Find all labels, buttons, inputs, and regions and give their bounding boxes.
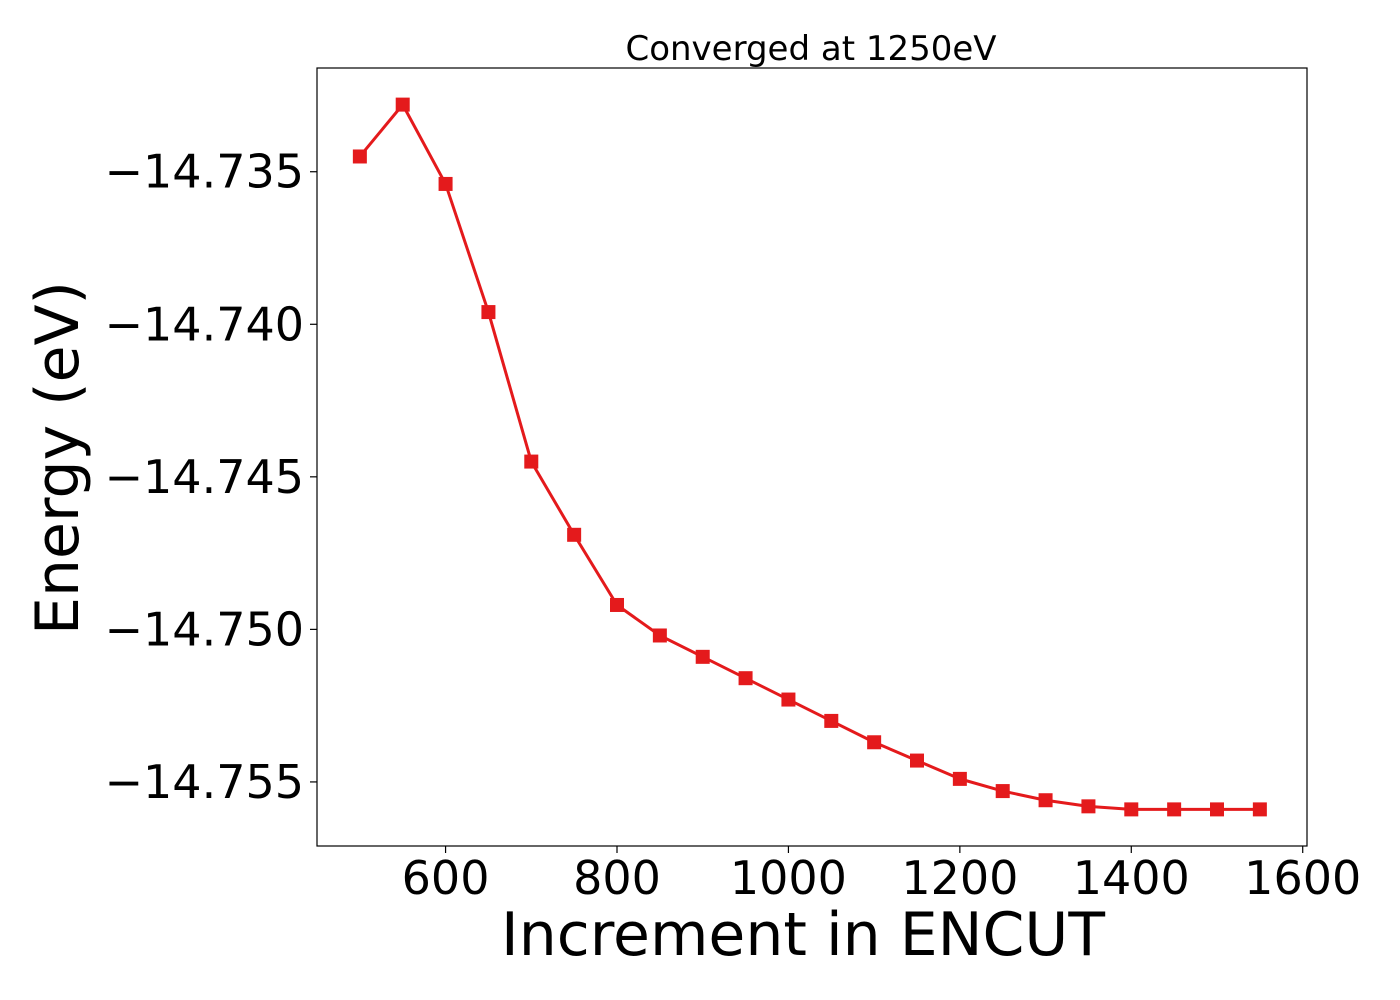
data-point-marker: [1081, 799, 1096, 814]
y-tick-label: −14.750: [105, 602, 305, 656]
x-axis-ticks: 600 800 1000 1200 1400 1600: [402, 846, 1361, 905]
data-point-marker: [952, 771, 967, 786]
data-point-marker: [352, 149, 367, 164]
data-point-marker: [824, 713, 839, 728]
data-point-marker: [1124, 802, 1139, 817]
data-point-marker: [1252, 802, 1267, 817]
x-tick-label: 1400: [1073, 851, 1190, 905]
data-point-marker: [1167, 802, 1182, 817]
x-tick-label: 800: [573, 851, 661, 905]
data-point-marker: [395, 97, 410, 112]
y-tick-label: −14.745: [105, 450, 305, 504]
plot-frame: [316, 67, 1308, 847]
data-point-marker: [1210, 802, 1224, 817]
y-axis-label: Energy (eV): [23, 281, 93, 635]
data-point-marker: [995, 784, 1010, 799]
data-point-marker: [438, 176, 453, 191]
y-tick-label: −14.755: [105, 755, 305, 809]
data-point-marker: [567, 527, 582, 542]
data-point-marker: [910, 753, 924, 768]
x-tick-label: 600: [402, 851, 490, 905]
data-point-marker: [738, 671, 753, 686]
plot-marks: [352, 97, 1267, 817]
x-tick-label: 1600: [1244, 851, 1361, 905]
data-point-marker: [781, 692, 796, 707]
y-tick-label: −14.740: [105, 297, 305, 351]
y-axis-ticks: −14.735 −14.740 −14.745 −14.750 −14.755: [105, 145, 317, 809]
chart-title: Converged at 1250eV: [625, 29, 996, 69]
data-point-marker: [1038, 793, 1053, 808]
x-axis-label: Increment in ENCUT: [501, 900, 1105, 970]
series-line: [358, 103, 1260, 811]
data-point-marker: [481, 305, 496, 320]
x-tick-label: 1000: [730, 851, 847, 905]
data-point-marker: [695, 649, 710, 664]
data-point-marker: [610, 597, 624, 612]
data-point-marker: [652, 628, 667, 643]
data-point-marker: [524, 454, 539, 469]
y-tick-label: −14.735: [105, 145, 305, 199]
data-point-marker: [867, 735, 882, 750]
x-tick-label: 1200: [901, 851, 1018, 905]
